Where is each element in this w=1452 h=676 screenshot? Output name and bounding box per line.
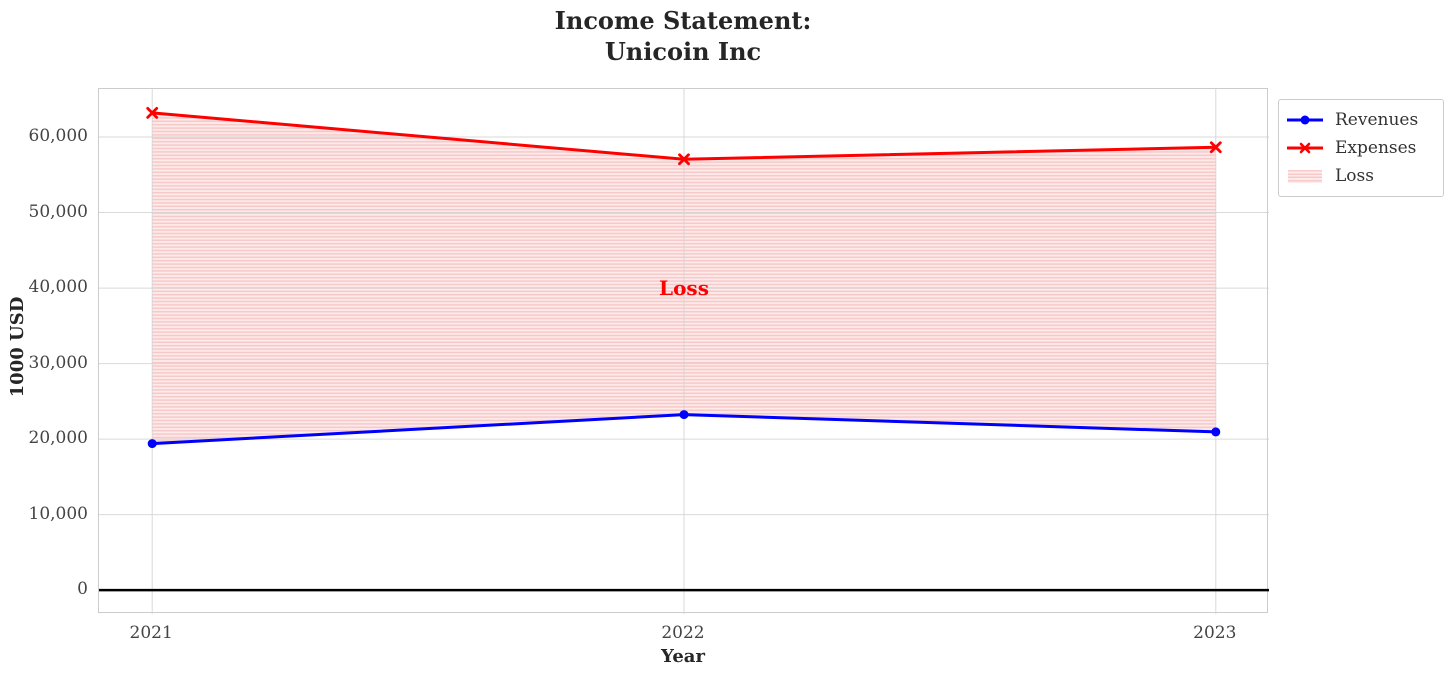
loss-annotation: Loss xyxy=(659,276,709,300)
legend-row-expenses: Expenses xyxy=(1286,134,1435,162)
expenses-line-x-icon xyxy=(1286,140,1324,156)
legend: Revenues Expenses Loss xyxy=(1278,99,1444,197)
chart-title: Income Statement: Unicoin Inc xyxy=(98,5,1268,67)
x-axis-label: Year xyxy=(661,646,705,667)
y-tick-label: 10,000 xyxy=(28,503,88,524)
y-tick-label: 20,000 xyxy=(28,428,88,449)
x-tick-label: 2023 xyxy=(1193,623,1237,643)
y-tick-label: 60,000 xyxy=(28,126,88,147)
legend-label-revenues: Revenues xyxy=(1335,110,1419,130)
y-tick-label: 0 xyxy=(77,579,88,600)
legend-label-expenses: Expenses xyxy=(1335,138,1417,158)
y-tick-label: 50,000 xyxy=(28,201,88,222)
loss-hatch-patch-icon xyxy=(1286,168,1324,184)
plot-area: Loss xyxy=(98,88,1269,614)
legend-row-loss: Loss xyxy=(1286,162,1435,190)
chart-title-line1: Income Statement: xyxy=(554,6,812,35)
x-tick-label: 2021 xyxy=(129,623,173,643)
chart-title-line2: Unicoin Inc xyxy=(604,37,762,66)
legend-row-revenues: Revenues xyxy=(1286,106,1435,134)
legend-label-loss: Loss xyxy=(1335,166,1374,186)
y-tick-label: 30,000 xyxy=(28,352,88,373)
chart-canvas: Loss xyxy=(99,89,1269,614)
y-tick-label: 40,000 xyxy=(28,277,88,298)
revenues-line-dot-icon xyxy=(1286,112,1324,128)
x-tick-label: 2022 xyxy=(661,623,705,643)
